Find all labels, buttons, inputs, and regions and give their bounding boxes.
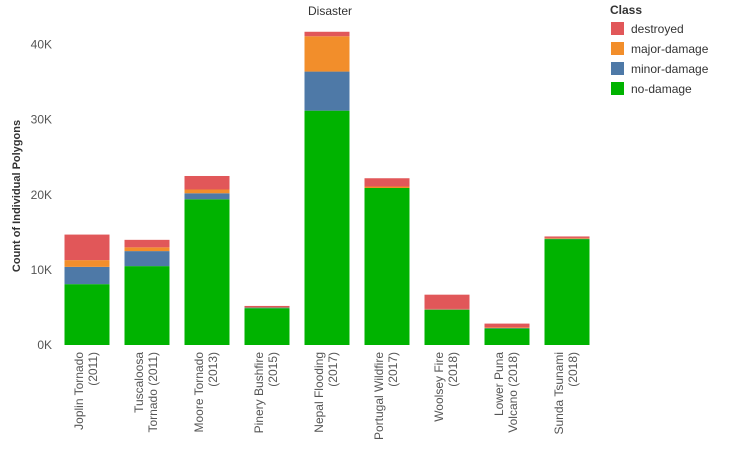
x-tick-label: (2018): [446, 352, 460, 387]
bar-no-damage-1: [124, 266, 170, 345]
x-tick-label: Pinery Bushfire: [252, 352, 266, 434]
bar-major-damage-0: [64, 260, 110, 267]
x-tick-label: (2011): [86, 352, 100, 386]
bar-no-damage-6: [424, 309, 470, 345]
bars-group: [64, 31, 590, 345]
y-axis-label: Count of Individual Polygons: [11, 120, 23, 272]
x-tick-label: Joplin Tornado: [72, 352, 86, 430]
x-tick-label-group: Woolsey Fire (2018): [432, 352, 460, 422]
bar-major-damage-3: [244, 307, 290, 308]
legend-title: Class: [610, 3, 642, 17]
y-tick-label: 40K: [31, 38, 52, 52]
bar-no-damage-4: [304, 110, 350, 345]
bar-minor-damage-4: [304, 71, 350, 111]
bar-minor-damage-1: [124, 251, 170, 267]
x-tick-label: Tuscaloosa: [132, 352, 146, 413]
x-tick-label: Portugal Wildfire: [372, 352, 386, 440]
y-tick-label: 20K: [31, 188, 52, 202]
x-tick-label-group: Lower Puna Volcano (2018): [492, 352, 520, 433]
x-tick-label-group: Pinery Bushfire (2015): [252, 352, 280, 434]
x-tick-label-group: Moore Tornado (2013): [192, 352, 220, 433]
bar-minor-damage-0: [64, 266, 110, 285]
legend-label-major-damage: major-damage: [631, 42, 709, 56]
bar-destroyed-2: [184, 175, 230, 190]
x-tick-label-group: Portugal Wildfire (2017): [372, 352, 400, 440]
legend-label-no-damage: no-damage: [631, 82, 692, 96]
bar-destroyed-6: [424, 294, 470, 309]
y-tick-label: 30K: [31, 113, 52, 127]
bar-destroyed-1: [124, 239, 170, 248]
bar-minor-damage-3: [244, 307, 290, 309]
y-axis: 0K 10K 20K 30K 40K: [31, 38, 52, 352]
x-tick-label: Moore Tornado: [192, 352, 206, 433]
legend-swatch-no-damage: [611, 82, 624, 95]
y-tick-label: 10K: [31, 263, 52, 277]
legend-label-minor-damage: minor-damage: [631, 62, 709, 76]
y-tick-label: 0K: [37, 338, 52, 352]
x-tick-label: (2017): [386, 352, 400, 387]
chart-title: Disaster: [308, 4, 352, 18]
bar-no-damage-3: [244, 308, 290, 345]
bar-major-damage-2: [184, 189, 230, 194]
x-tick-label: (2015): [266, 352, 280, 387]
bar-no-damage-5: [364, 188, 410, 345]
x-tick-label-group: Nepal Flooding (2017): [312, 352, 340, 433]
bar-major-damage-8: [544, 237, 590, 239]
x-tick-label: (2013): [206, 352, 220, 387]
x-tick-label: (2017): [326, 352, 340, 387]
bar-minor-damage-2: [184, 193, 230, 200]
bar-minor-damage-6: [424, 309, 470, 310]
bar-major-damage-4: [304, 36, 350, 72]
legend-swatch-minor-damage: [611, 62, 624, 75]
bar-minor-damage-7: [484, 328, 530, 329]
bar-major-damage-7: [484, 327, 530, 329]
x-tick-label-group: Joplin Tornado (2011): [72, 352, 100, 430]
x-tick-label: (2018): [566, 352, 580, 387]
x-tick-label-group: Sunda Tsunami (2018): [552, 352, 580, 435]
bar-destroyed-8: [544, 236, 590, 238]
bar-destroyed-0: [64, 234, 110, 261]
legend: Class destroyed major-damage minor-damage n…: [610, 3, 709, 96]
x-axis: Joplin Tornado (2011) Tuscaloosa Tornado (2…: [72, 352, 580, 440]
bar-no-damage-8: [544, 239, 590, 345]
bar-destroyed-4: [304, 31, 350, 37]
bar-destroyed-5: [364, 178, 410, 187]
bar-destroyed-7: [484, 323, 530, 328]
bar-no-damage-0: [64, 284, 110, 345]
bar-major-damage-5: [364, 186, 410, 189]
x-tick-label-group: Tuscaloosa Tornado (2011): [132, 352, 160, 433]
x-tick-label: Tornado (2011): [146, 352, 160, 433]
x-tick-label: Sunda Tsunami: [552, 352, 566, 435]
bar-major-damage-1: [124, 247, 170, 252]
x-tick-label: Nepal Flooding: [312, 352, 326, 433]
bar-no-damage-2: [184, 199, 230, 345]
legend-swatch-major-damage: [611, 42, 624, 55]
bar-minor-damage-8: [544, 238, 590, 240]
x-tick-label: Volcano (2018): [506, 352, 520, 433]
bar-no-damage-7: [484, 328, 530, 345]
x-tick-label: Lower Puna: [492, 352, 506, 416]
legend-label-destroyed: destroyed: [631, 22, 684, 36]
bar-destroyed-3: [244, 305, 290, 308]
bar-major-damage-6: [424, 308, 470, 310]
legend-swatch-destroyed: [611, 22, 624, 35]
x-tick-label: Woolsey Fire: [432, 352, 446, 422]
